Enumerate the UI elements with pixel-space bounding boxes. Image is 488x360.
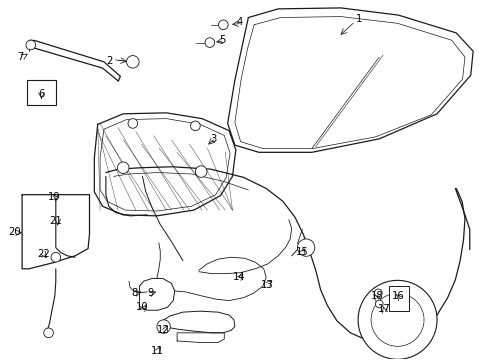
Circle shape: [126, 55, 139, 68]
Circle shape: [26, 40, 36, 50]
Text: 15: 15: [295, 247, 308, 257]
Text: 10: 10: [136, 302, 148, 312]
Text: 12: 12: [157, 325, 170, 336]
Circle shape: [190, 121, 200, 131]
Text: 22: 22: [37, 249, 50, 259]
Text: 8: 8: [131, 288, 138, 298]
Circle shape: [157, 320, 170, 333]
Text: 20: 20: [8, 227, 20, 237]
Circle shape: [218, 20, 228, 30]
Circle shape: [195, 166, 206, 177]
Circle shape: [374, 289, 382, 297]
Text: 6: 6: [38, 89, 44, 99]
Circle shape: [51, 252, 61, 262]
Circle shape: [297, 239, 314, 256]
Text: 19: 19: [48, 192, 61, 202]
Text: 21: 21: [49, 216, 62, 226]
Text: 1: 1: [355, 14, 362, 23]
Circle shape: [375, 300, 382, 308]
Text: 3: 3: [210, 134, 216, 144]
Circle shape: [117, 162, 129, 174]
Circle shape: [370, 293, 423, 346]
Circle shape: [357, 280, 436, 359]
Text: 11: 11: [150, 346, 163, 356]
Text: 13: 13: [260, 280, 273, 290]
Circle shape: [44, 328, 53, 338]
Text: 2: 2: [106, 56, 113, 66]
Text: 7: 7: [18, 52, 24, 62]
Bar: [388, 286, 408, 311]
Circle shape: [204, 38, 214, 48]
Text: 4: 4: [236, 17, 243, 27]
Text: 18: 18: [370, 291, 383, 301]
Text: 17: 17: [377, 304, 390, 314]
Text: 9: 9: [147, 288, 154, 298]
Text: 5: 5: [218, 35, 224, 45]
Text: 14: 14: [232, 273, 244, 283]
Circle shape: [128, 119, 137, 128]
Text: 16: 16: [391, 291, 404, 301]
Bar: [27, 80, 56, 105]
